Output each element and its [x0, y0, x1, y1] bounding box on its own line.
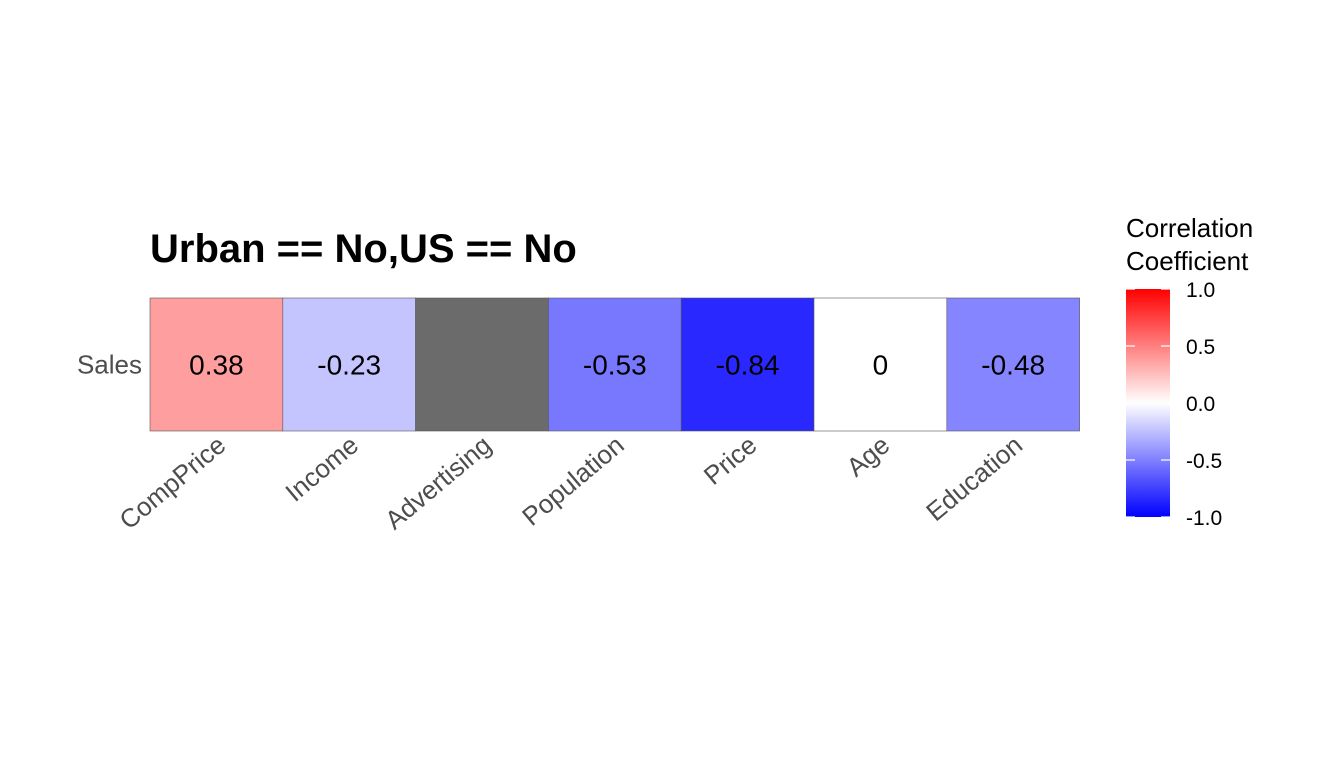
column-label-education: Education — [920, 430, 1028, 527]
column-label-advertising: Advertising — [379, 430, 497, 536]
heatmap-cell-age — [813, 297, 948, 432]
heatmap-cell-education — [946, 297, 1080, 432]
column-label-income: Income — [279, 430, 364, 508]
legend-tick-label-1: 0.5 — [1186, 336, 1215, 359]
heatmap-cell-population — [548, 297, 682, 432]
legend-tick-label-3: -0.5 — [1186, 450, 1222, 473]
row-label-sales: Sales — [77, 350, 142, 380]
legend-tick-label-0: 1.0 — [1186, 279, 1215, 302]
column-label-price: Price — [698, 430, 763, 491]
column-label-age: Age — [841, 430, 896, 483]
cell-value-label-education: -0.48 — [981, 350, 1045, 381]
legend-title-line-2: Coefficient — [1126, 246, 1249, 276]
legend-ticks: 1.0 0.5 0.0 -0.5 -1.0 — [1126, 279, 1222, 530]
legend-title-line-1: Correlation — [1126, 213, 1253, 243]
cell-value-label-price: -0.84 — [716, 350, 780, 381]
column-labels: CompPrice Income Advertising Population Pric… — [113, 430, 1028, 536]
cell-value-label-population: -0.53 — [583, 350, 647, 381]
heatmap-value-labels: 0.38 -0.23 -0.53 -0.84 0 -0.48 — [189, 350, 1045, 381]
color-legend: Correlation Coefficient 1.0 0.5 0.0 -0.5 -1.… — [1126, 213, 1253, 530]
heatmap-cell-compprice — [149, 297, 284, 432]
cell-value-label-income: -0.23 — [317, 350, 381, 381]
row-labels: Sales — [77, 350, 142, 380]
cell-value-label-age: 0 — [873, 350, 889, 381]
column-label-population: Population — [516, 430, 629, 532]
heatmap-cell-income — [282, 297, 416, 432]
chart-title: Urban == No,US == No — [150, 227, 577, 271]
legend-tick-label-4: -1.0 — [1186, 507, 1222, 530]
column-label-compprice: CompPrice — [113, 430, 231, 536]
cell-value-label-compprice: 0.38 — [189, 350, 244, 381]
heatmap-cell-price — [680, 297, 815, 432]
heatmap-cell-advertising — [415, 297, 549, 432]
heatmap-cells — [149, 297, 1080, 432]
legend-tick-label-2: 0.0 — [1186, 393, 1215, 416]
